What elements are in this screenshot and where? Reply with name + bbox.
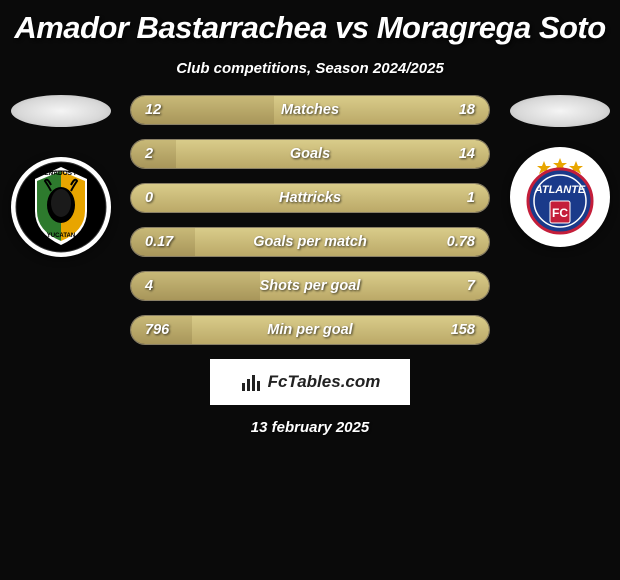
stats-column: 12Matches18 2Goals14 0Hattricks1 0.17Goals … <box>130 95 490 345</box>
stat-value-right: 14 <box>459 146 475 162</box>
stat-bar: 12Matches18 <box>130 95 490 125</box>
stat-label: Min per goal <box>131 322 489 338</box>
stat-bar: 2Goals14 <box>130 139 490 169</box>
stat-label: Hattricks <box>131 190 489 206</box>
svg-text:FC: FC <box>552 206 568 220</box>
stat-value-right: 18 <box>459 102 475 118</box>
page-title: Amador Bastarrachea vs Moragrega Soto <box>0 0 620 46</box>
stat-label: Goals per match <box>131 234 489 250</box>
stat-label: Matches <box>131 102 489 118</box>
stat-label: Shots per goal <box>131 278 489 294</box>
team-logo-left: YUCATAN ENADOS F <box>11 157 111 257</box>
svg-text:ATLANTE: ATLANTE <box>533 184 585 196</box>
watermark-text: FcTables.com <box>268 372 381 392</box>
stat-label: Goals <box>131 146 489 162</box>
chart-icon <box>240 371 262 393</box>
left-team-column: YUCATAN ENADOS F <box>8 95 113 257</box>
svg-text:YUCATAN: YUCATAN <box>46 233 74 239</box>
player-silhouette-base-right <box>510 95 610 127</box>
stat-bar: 0Hattricks1 <box>130 183 490 213</box>
stat-value-right: 158 <box>451 322 475 338</box>
stat-bar: 4Shots per goal7 <box>130 271 490 301</box>
stat-bar: 0.17Goals per match0.78 <box>130 227 490 257</box>
player-silhouette-base-left <box>11 95 111 127</box>
stat-value-right: 7 <box>467 278 475 294</box>
svg-text:ENADOS F: ENADOS F <box>44 170 78 177</box>
footer-date: 13 february 2025 <box>0 419 620 436</box>
fctables-watermark: FcTables.com <box>210 359 410 405</box>
stat-bar: 796Min per goal158 <box>130 315 490 345</box>
venados-crest-icon: YUCATAN ENADOS F <box>15 161 107 253</box>
team-logo-right: ATLANTE FC <box>510 147 610 247</box>
page-subtitle: Club competitions, Season 2024/2025 <box>0 60 620 77</box>
atlante-crest-icon: ATLANTE FC <box>514 151 606 243</box>
right-team-column: ATLANTE FC <box>507 95 612 247</box>
stat-value-right: 0.78 <box>447 234 475 250</box>
stat-value-right: 1 <box>467 190 475 206</box>
comparison-container: YUCATAN ENADOS F 12Matches18 2Goals14 0Hat… <box>0 95 620 345</box>
